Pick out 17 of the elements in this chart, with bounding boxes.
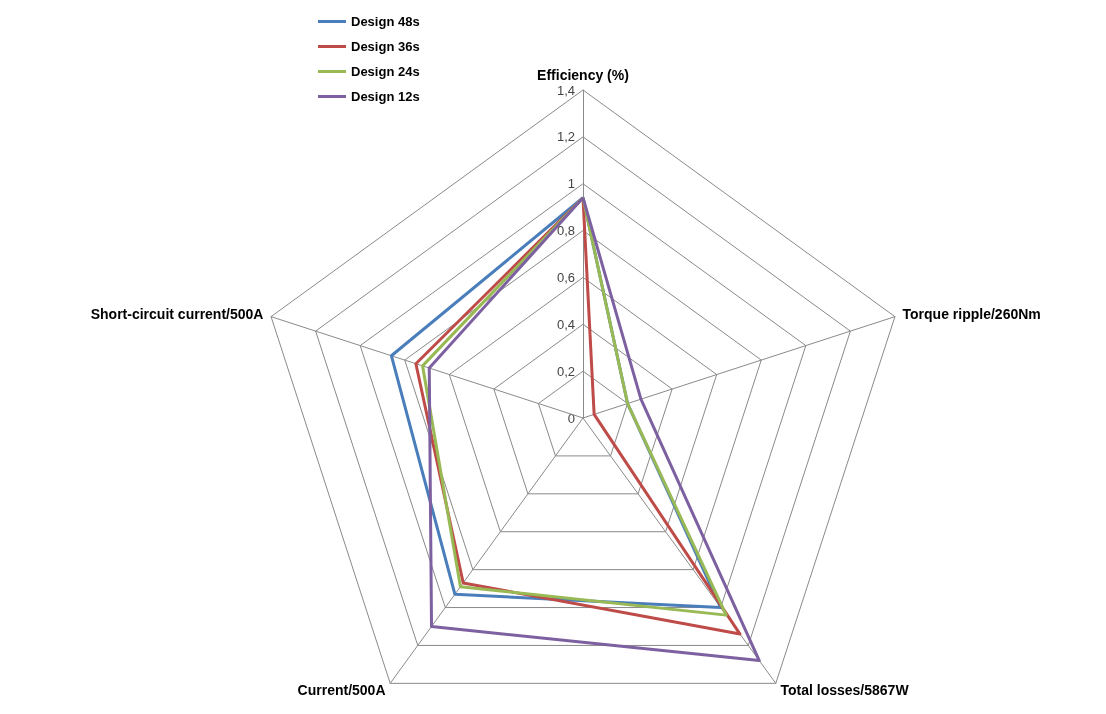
spoke-label: Current/500A <box>297 681 386 698</box>
spoke-label: Short-circuit current/500A <box>90 306 264 323</box>
legend-label: Design 12s <box>351 89 420 104</box>
y-tick-label: 0,2 <box>556 363 575 379</box>
spoke-label: Efficiency (%) <box>537 67 629 83</box>
y-tick-label: 0,4 <box>556 316 575 332</box>
spoke-label: Total losses/5867W <box>780 681 910 698</box>
y-tick-label: 0,8 <box>556 223 575 239</box>
legend-label: Design 36s <box>351 39 420 54</box>
legend-label: Design 24s <box>351 64 420 79</box>
legend-label: Design 48s <box>351 14 420 29</box>
y-tick-label: 1,4 <box>556 82 575 98</box>
y-tick-label: 0 <box>567 410 575 426</box>
y-tick-label: 1 <box>567 176 575 192</box>
y-tick-label: 1,2 <box>556 129 575 145</box>
y-tick-label: 0,6 <box>556 269 575 285</box>
spoke-label: Torque ripple/260Nm <box>902 306 1041 323</box>
